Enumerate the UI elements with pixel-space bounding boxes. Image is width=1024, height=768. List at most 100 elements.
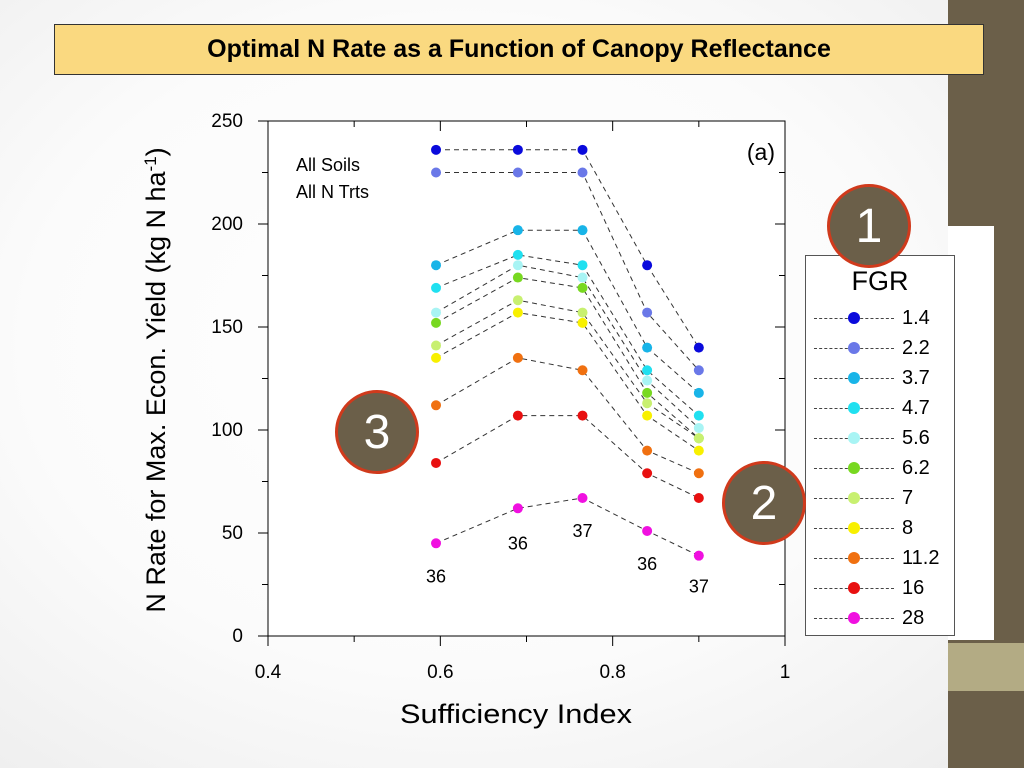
data-point-28 bbox=[431, 538, 442, 549]
legend-marker bbox=[848, 432, 860, 444]
data-point-6.2 bbox=[577, 282, 588, 293]
data-point-5.6 bbox=[512, 260, 523, 271]
data-point-16 bbox=[693, 492, 704, 503]
data-point-16 bbox=[577, 410, 588, 421]
legend-label: 8 bbox=[902, 517, 914, 539]
legend-title: FGR bbox=[851, 266, 909, 296]
data-point-2.2 bbox=[577, 167, 588, 178]
data-point-8 bbox=[512, 307, 523, 318]
point-label: 36 bbox=[637, 554, 657, 574]
data-point-8 bbox=[431, 352, 442, 363]
legend-item: 7 bbox=[814, 485, 952, 515]
data-point-6.2 bbox=[642, 387, 653, 398]
data-point-8 bbox=[693, 445, 704, 456]
data-point-28 bbox=[693, 550, 704, 561]
callout-3: 3 bbox=[335, 390, 419, 474]
data-point-5.6 bbox=[642, 375, 653, 386]
data-point-2.2 bbox=[693, 365, 704, 376]
x-axis-title: Sufficiency Index bbox=[400, 699, 633, 729]
data-point-2.2 bbox=[431, 167, 442, 178]
data-point-3.7 bbox=[431, 260, 442, 271]
point-label: 36 bbox=[508, 533, 528, 553]
data-point-3.7 bbox=[577, 225, 588, 236]
data-point-16 bbox=[431, 457, 442, 468]
data-point-4.7 bbox=[693, 410, 704, 421]
data-point-7 bbox=[512, 295, 523, 306]
data-point-16 bbox=[512, 410, 523, 421]
series-line-8 bbox=[435, 312, 700, 452]
legend-label: 1.4 bbox=[902, 307, 930, 329]
legend-item: 16 bbox=[814, 575, 952, 605]
data-point-1.4 bbox=[512, 144, 523, 155]
data-point-28 bbox=[512, 503, 523, 514]
data-point-5.6 bbox=[431, 307, 442, 318]
legend-label: 2.2 bbox=[902, 337, 930, 359]
panel-label: (a) bbox=[747, 139, 775, 165]
data-point-1.4 bbox=[693, 342, 704, 353]
series-line-5.6 bbox=[435, 264, 700, 429]
legend-item: 4.7 bbox=[814, 395, 952, 425]
data-point-3.7 bbox=[693, 387, 704, 398]
y-tick-label: 50 bbox=[222, 523, 243, 544]
callout-2: 2 bbox=[722, 461, 806, 545]
legend-item: 3.7 bbox=[814, 365, 952, 395]
data-point-5.6 bbox=[577, 272, 588, 283]
data-point-4.7 bbox=[431, 282, 442, 293]
data-point-11.2 bbox=[512, 352, 523, 363]
data-point-6.2 bbox=[512, 272, 523, 283]
data-point-3.7 bbox=[642, 342, 653, 353]
y-tick-label: 100 bbox=[211, 420, 243, 441]
decorative-side-accent bbox=[948, 643, 1024, 691]
data-point-4.7 bbox=[577, 260, 588, 271]
data-point-7 bbox=[642, 398, 653, 409]
y-tick-label: 0 bbox=[232, 626, 243, 647]
data-point-6.2 bbox=[431, 317, 442, 328]
annotation-line-2: All N Trts bbox=[296, 182, 369, 202]
data-point-5.6 bbox=[693, 422, 704, 433]
data-point-7 bbox=[577, 307, 588, 318]
legend-marker bbox=[848, 552, 860, 564]
legend-item: 1.4 bbox=[814, 305, 952, 335]
callout-1: 1 bbox=[827, 184, 911, 268]
data-point-7 bbox=[431, 340, 442, 351]
data-point-28 bbox=[577, 492, 588, 503]
legend-label: 16 bbox=[902, 577, 925, 599]
y-axis-title: N Rate for Max. Econ. Yield (kg N ha-1) bbox=[141, 147, 171, 612]
point-label: 36 bbox=[426, 566, 446, 586]
data-point-1.4 bbox=[577, 144, 588, 155]
data-point-11.2 bbox=[642, 445, 653, 456]
legend-item: 11.2 bbox=[814, 545, 952, 575]
data-point-11.2 bbox=[577, 365, 588, 376]
legend-label: 7 bbox=[902, 487, 914, 509]
legend-label: 6.2 bbox=[902, 457, 930, 479]
point-label: 37 bbox=[572, 521, 592, 541]
chart-svg: 0 50 100 150 200 250 0.4 0.6 0.8 1 Sufficiency Ind… bbox=[141, 111, 791, 729]
legend-item: 6.2 bbox=[814, 455, 952, 485]
slide-title: Optimal N Rate as a Function of Canopy R… bbox=[54, 24, 984, 75]
data-point-11.2 bbox=[431, 400, 442, 411]
legend-marker bbox=[848, 342, 860, 354]
chart-legend: FGR 1.4 2.2 3.7 4.7 5.6 6.2 7 8 11.2 16 28 bbox=[805, 255, 955, 636]
series-line-7 bbox=[435, 299, 700, 439]
y-tick-label: 250 bbox=[211, 111, 243, 132]
data-point-8 bbox=[642, 410, 653, 421]
x-tick-label: 0.6 bbox=[427, 662, 453, 683]
legend-label: 11.2 bbox=[902, 547, 940, 569]
data-point-1.4 bbox=[642, 260, 653, 271]
decorative-white-panel bbox=[948, 226, 994, 640]
x-tick-label: 1 bbox=[780, 662, 791, 683]
data-point-28 bbox=[642, 525, 653, 536]
data-point-2.2 bbox=[642, 307, 653, 318]
data-point-2.2 bbox=[512, 167, 523, 178]
series-line-16 bbox=[435, 415, 700, 499]
data-point-4.7 bbox=[642, 365, 653, 376]
legend-marker bbox=[848, 492, 860, 504]
legend-marker bbox=[848, 612, 860, 624]
annotation-line-1: All Soils bbox=[296, 155, 360, 175]
data-point-7 bbox=[693, 433, 704, 444]
legend-label: 28 bbox=[902, 607, 925, 629]
data-point-1.4 bbox=[431, 144, 442, 155]
legend-marker bbox=[848, 582, 860, 594]
legend-label: 5.6 bbox=[902, 427, 930, 449]
legend-item: 8 bbox=[814, 515, 952, 545]
